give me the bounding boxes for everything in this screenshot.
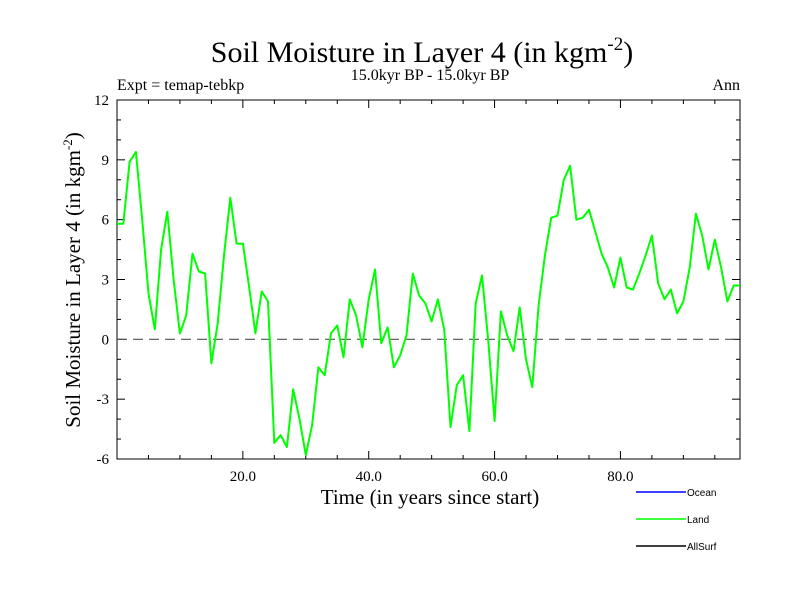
chart-title-superscript: -2 [607, 34, 623, 55]
x-tick-label: 20.0 [230, 469, 256, 485]
legend-label-ocean: Ocean [687, 488, 716, 499]
y-tick-label: 3 [102, 273, 110, 289]
series-group [117, 150, 740, 456]
y-axis: -6 -3 0 3 6 9 12 [94, 93, 740, 468]
legend-label-allsurf: AllSurf [687, 542, 717, 553]
season-label: Ann [712, 77, 740, 94]
y-tick-label: -3 [97, 392, 110, 408]
experiment-label: Expt = temap-tebkp [117, 77, 244, 94]
y-axis-title: Soil Moisture in Layer 4 (in kgm-2) [60, 132, 85, 427]
y-axis-title-superscript: -2 [60, 139, 75, 150]
y-tick-label: 6 [102, 213, 110, 229]
x-tick-label: 40.0 [356, 469, 382, 485]
y-tick-label: 12 [94, 93, 109, 109]
series-line-land [117, 150, 740, 456]
x-axis: 20.0 40.0 60.0 80.0 [147, 100, 716, 485]
chart-title-text: Soil Moisture in Layer 4 (in kgm [211, 36, 608, 69]
x-tick-label: 60.0 [481, 469, 507, 485]
y-axis-title-text: Soil Moisture in Layer 4 (in kgm [61, 150, 85, 428]
chart-title: Soil Moisture in Layer 4 (in kgm-2) [211, 34, 633, 69]
chart-title-close: ) [623, 36, 633, 69]
x-axis-title: Time (in years since start) [321, 485, 540, 509]
y-tick-label: 0 [102, 332, 110, 348]
y-tick-label: 9 [102, 153, 110, 169]
y-axis-title-close: ) [61, 132, 85, 139]
plot-frame [116, 99, 741, 460]
x-tick-label: 80.0 [607, 469, 633, 485]
y-tick-label: -6 [97, 452, 110, 468]
period-label: 15.0kyr BP - 15.0kyr BP [351, 67, 510, 84]
legend: Ocean Land AllSurf [636, 488, 717, 553]
legend-label-land: Land [687, 515, 709, 526]
